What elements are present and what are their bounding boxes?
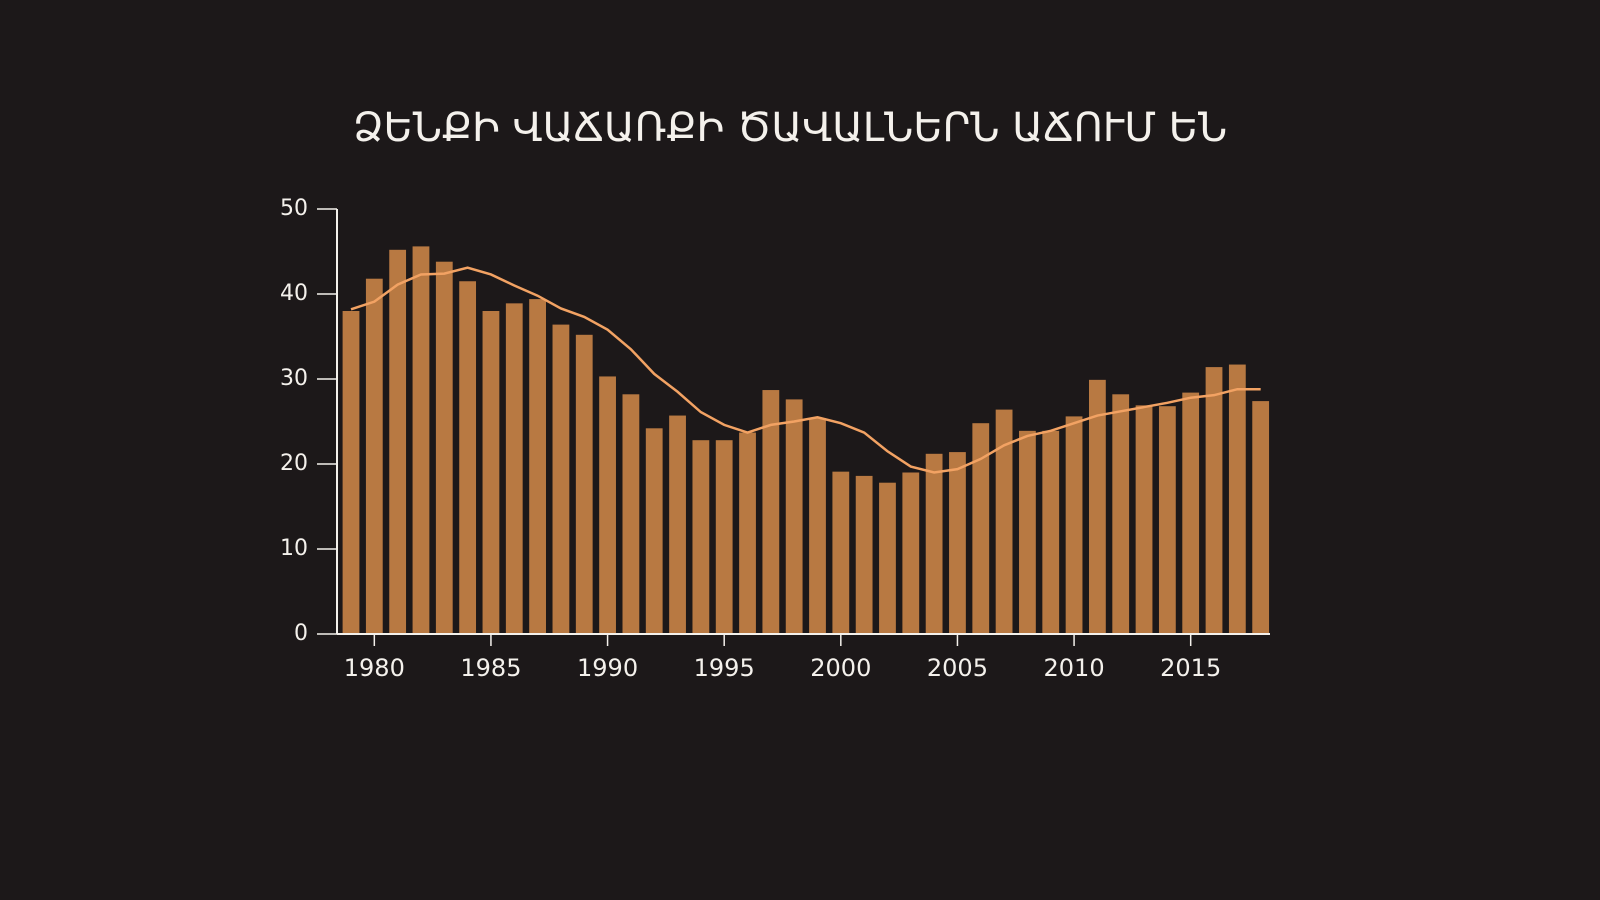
bar	[505, 303, 523, 634]
bar	[1042, 430, 1060, 634]
y-tick-label: 30	[280, 366, 308, 391]
bar	[599, 376, 616, 634]
bar	[435, 261, 453, 634]
y-tick-label: 50	[280, 196, 308, 221]
y-tick-label: 0	[294, 621, 308, 646]
bar	[1252, 401, 1270, 634]
bar	[855, 475, 873, 634]
bar	[715, 440, 733, 634]
x-tick-label: 2005	[927, 654, 988, 682]
bar	[389, 249, 407, 635]
x-tick-label: 1985	[460, 654, 521, 682]
bar	[995, 409, 1013, 634]
bar	[529, 299, 546, 634]
bar	[1205, 367, 1223, 634]
bar	[482, 311, 500, 634]
x-tick-label: 1995	[694, 654, 755, 682]
bar	[412, 246, 430, 634]
chart-title: ՁԵՆՔԻ ՎԱՃԱՌՔԻ ԾԱՎԱԼՆԵՐՆ ԱՃՈՒՄ ԵՆ	[353, 105, 1227, 151]
bar	[739, 432, 756, 634]
trend-line	[350, 266, 1261, 474]
x-tick-label: 1980	[344, 654, 405, 682]
bar	[1228, 364, 1246, 634]
bar	[1088, 379, 1106, 634]
bar	[809, 418, 826, 634]
bar	[832, 471, 850, 634]
bar	[1158, 406, 1176, 634]
bar	[365, 278, 383, 634]
y-tick-label: 40	[280, 281, 308, 306]
bar	[552, 324, 570, 634]
bar	[1112, 394, 1130, 634]
bar	[1135, 405, 1153, 634]
bar	[762, 390, 780, 634]
x-tick-label: 2000	[810, 654, 871, 682]
bar	[1065, 416, 1083, 634]
bar	[925, 453, 943, 634]
x-tick-label: 1990	[577, 654, 638, 682]
bar	[879, 482, 896, 634]
y-tick-label: 10	[280, 536, 308, 561]
bar	[1019, 430, 1036, 634]
bar	[972, 423, 990, 634]
bar	[692, 440, 710, 634]
bar	[622, 394, 640, 634]
bar	[575, 334, 593, 634]
bar	[785, 399, 803, 634]
bar	[669, 415, 686, 634]
bar	[342, 311, 360, 634]
bar	[645, 428, 663, 634]
bar	[459, 281, 477, 634]
bar	[902, 472, 920, 634]
x-tick-label: 2015	[1160, 654, 1221, 682]
y-tick-label: 20	[280, 451, 308, 476]
x-tick-label: 2010	[1044, 654, 1105, 682]
bar	[949, 452, 966, 634]
bar	[1182, 392, 1200, 634]
